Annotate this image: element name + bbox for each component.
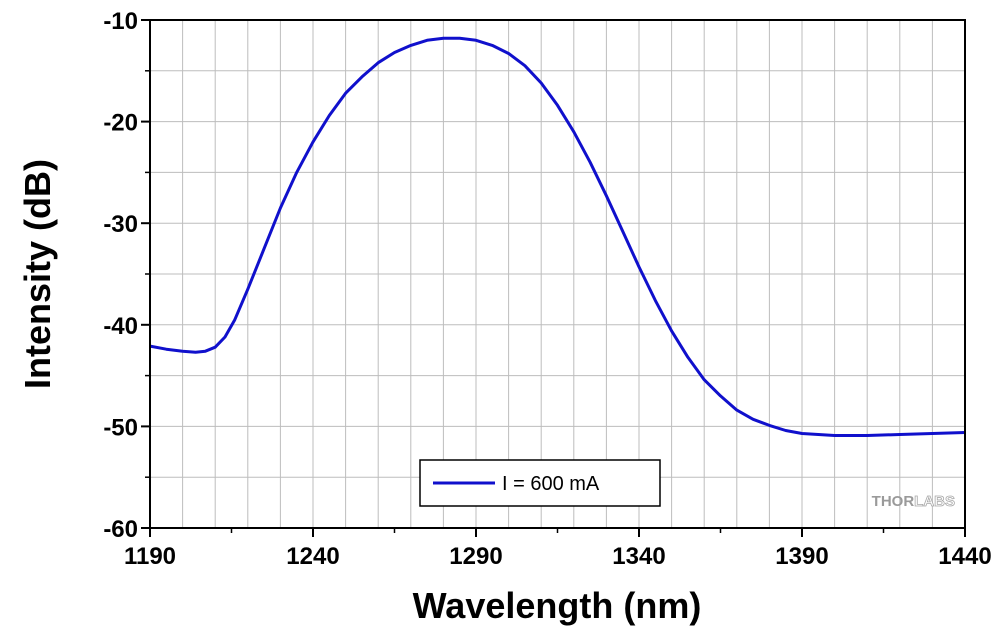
logo-bold-text: THOR	[872, 493, 915, 510]
y-tick-label: -10	[103, 8, 138, 35]
y-axis-title: Intensity (dB)	[17, 159, 58, 389]
x-tick-label: 1440	[938, 543, 991, 570]
y-tick-label: -60	[103, 516, 138, 543]
svg-text:THORLABS: THORLABS	[872, 493, 955, 510]
y-tick-label: -50	[103, 414, 138, 441]
legend: I = 600 mA	[419, 459, 661, 507]
x-tick-label: 1240	[286, 543, 339, 570]
x-tick-label: 1390	[775, 543, 828, 570]
y-tick-label: -40	[103, 313, 138, 340]
series-layer	[149, 36, 966, 437]
x-tick-labels: 1190 1240 1290 1340 1390 1440	[124, 543, 992, 570]
x-tick-label: 1190	[124, 543, 176, 570]
legend-label: I = 600 mA	[502, 473, 600, 495]
thorlabs-logo: THORLABS	[872, 493, 956, 511]
ticks	[141, 19, 966, 537]
x-axis-title: Wavelength (nm)	[413, 585, 702, 626]
y-tick-label: -20	[103, 110, 138, 137]
x-tick-label: 1290	[449, 543, 502, 570]
logo-light-text: LABS	[914, 493, 955, 510]
y-tick-label: -30	[103, 211, 138, 238]
series-line	[149, 36, 966, 437]
grid	[150, 20, 965, 528]
x-tick-label: 1340	[612, 543, 665, 570]
y-tick-labels: -60 -50 -40 -30 -20 -10	[103, 8, 138, 543]
